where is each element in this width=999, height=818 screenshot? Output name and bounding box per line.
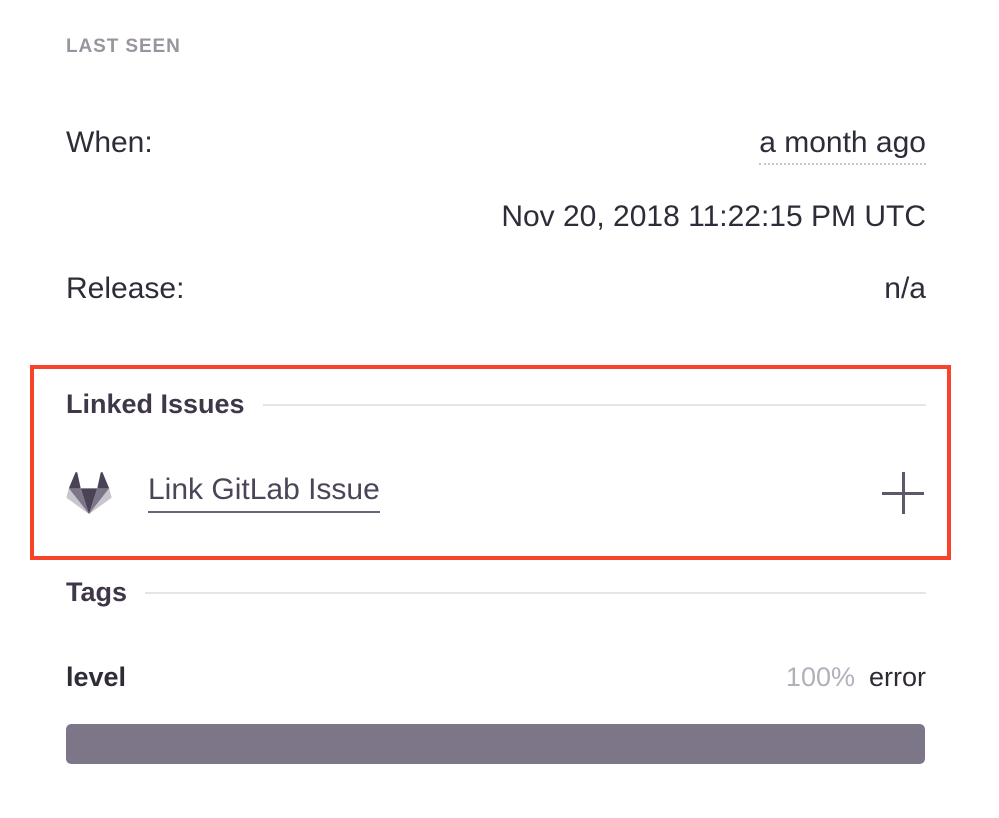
link-gitlab-issue-row[interactable]: Link GitLab Issue: [66, 470, 926, 516]
plus-icon[interactable]: [880, 470, 926, 516]
tag-percent: 100%: [785, 662, 855, 692]
tag-distribution-bar[interactable]: [66, 724, 925, 764]
last-seen-when-row: When: a month ago: [66, 126, 926, 165]
tags-title: Tags: [66, 577, 128, 607]
tags-section-header: Tags: [66, 577, 926, 608]
last-seen-release-row: Release: n/a: [66, 272, 926, 306]
tag-name: level: [66, 662, 127, 692]
last-seen-section-header: LAST SEEN: [66, 36, 181, 57]
tag-summary: 100% error: [786, 662, 926, 693]
tag-row-level[interactable]: level 100% error: [66, 662, 926, 693]
linked-issues-divider: [262, 403, 926, 406]
last-seen-release-value: n/a: [884, 272, 926, 305]
tag-distribution-bar-fill: [66, 724, 925, 764]
last-seen-when-value[interactable]: a month ago: [759, 126, 926, 165]
linked-issues-section-header: Linked Issues: [66, 389, 926, 420]
last-seen-absolute-timestamp: Nov 20, 2018 11:22:15 PM UTC: [501, 200, 926, 233]
tag-value[interactable]: error: [868, 662, 926, 692]
link-gitlab-issue-link[interactable]: Link GitLab Issue: [148, 473, 380, 513]
tags-divider: [145, 591, 926, 594]
last-seen-when-label: When:: [66, 126, 153, 159]
gitlab-icon: [66, 472, 112, 515]
last-seen-release-label: Release:: [66, 272, 185, 305]
linked-issues-title: Linked Issues: [66, 389, 245, 419]
